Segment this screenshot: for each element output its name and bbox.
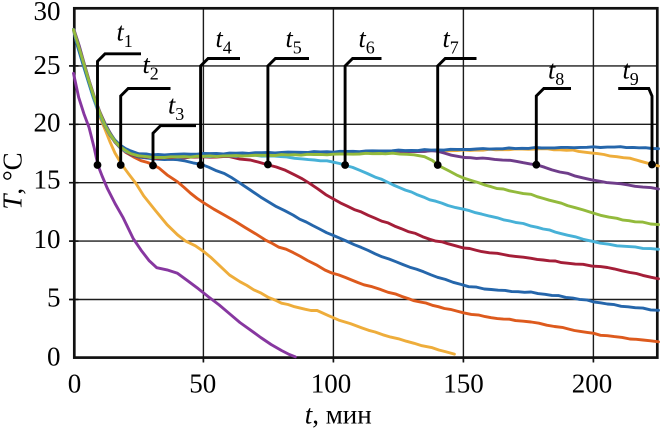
svg-text:0: 0 [68, 369, 82, 399]
svg-text:200: 200 [572, 369, 613, 399]
svg-text:0: 0 [47, 341, 61, 371]
svg-text:30: 30 [34, 0, 61, 26]
svg-text:15: 15 [34, 164, 61, 194]
svg-text:150: 150 [443, 369, 484, 399]
svg-text:20: 20 [34, 108, 61, 138]
svg-text:t, мин: t, мин [305, 400, 372, 429]
svg-text:100: 100 [311, 369, 352, 399]
svg-text:T, °C: T, °C [0, 152, 28, 209]
svg-text:5: 5 [47, 282, 61, 312]
svg-text:25: 25 [34, 50, 61, 80]
svg-text:50: 50 [189, 369, 216, 399]
svg-text:10: 10 [34, 224, 61, 254]
